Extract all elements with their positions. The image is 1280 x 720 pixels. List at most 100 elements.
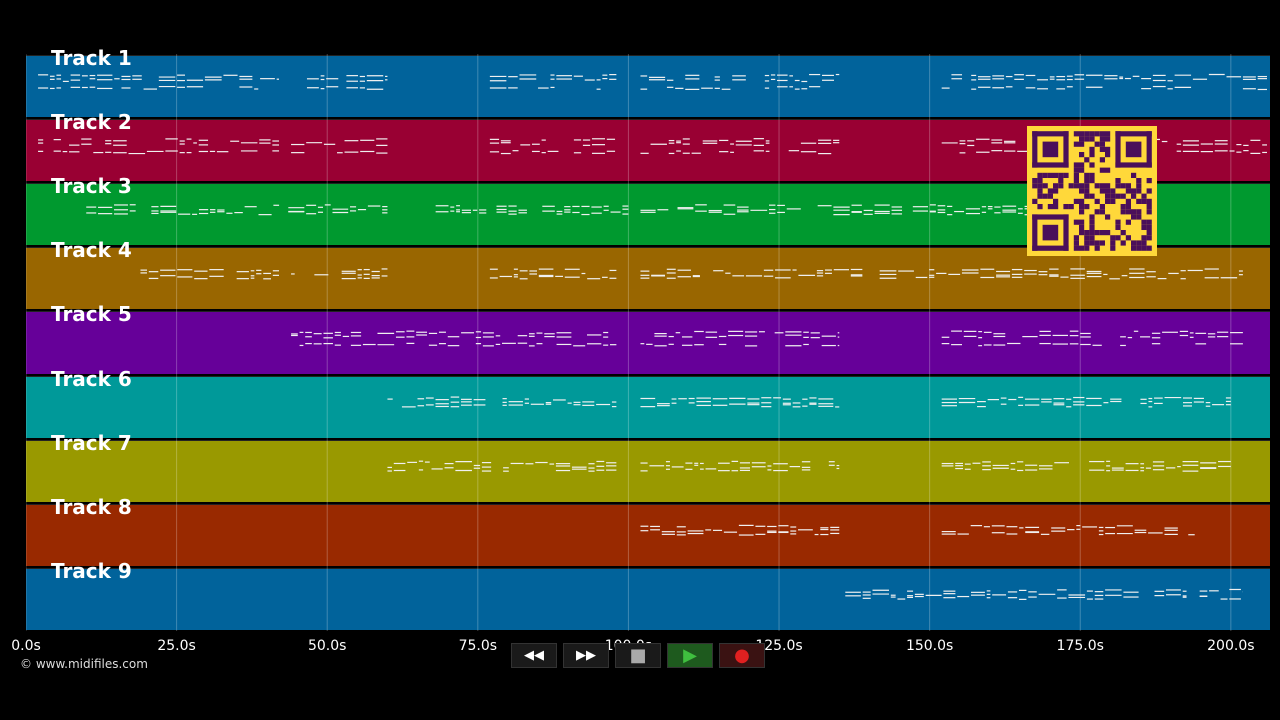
qr-module (1053, 183, 1059, 189)
stop-button[interactable]: ■ (615, 643, 661, 668)
track-label: Track 4 (51, 238, 132, 263)
qr-module (1105, 146, 1111, 152)
track-lane: Track 8 (26, 495, 1270, 566)
qr-module (1058, 183, 1064, 189)
track-lane: Track 4 (26, 238, 1270, 310)
qr-module (1136, 198, 1142, 204)
qr-module (1115, 193, 1121, 199)
qr-module (1105, 136, 1111, 142)
qr-module (1073, 198, 1079, 204)
qr-module (1032, 178, 1038, 184)
qr-code-icon (1027, 126, 1157, 256)
qr-module (1079, 230, 1085, 236)
qr-module (1146, 219, 1152, 225)
qr-module (1105, 193, 1111, 199)
qr-module (1099, 240, 1105, 246)
time-tick-label: 25.0s (157, 638, 196, 654)
qr-module (1084, 230, 1090, 236)
fast-forward-icon: ▶▶ (576, 648, 596, 663)
qr-module (1063, 204, 1069, 210)
qr-module (1089, 235, 1095, 241)
time-tick-label: 0.0s (11, 638, 41, 654)
qr-module (1032, 198, 1038, 204)
copyright-text: © www.midifiles.com (20, 657, 148, 671)
track-label: Track 7 (51, 430, 132, 455)
qr-module (1136, 178, 1142, 184)
qr-module (1115, 183, 1121, 189)
qr-module (1032, 214, 1069, 220)
qr-module (1105, 214, 1111, 220)
qr-module (1141, 198, 1147, 204)
qr-module (1063, 214, 1069, 251)
qr-module (1099, 141, 1105, 147)
qr-module (1073, 141, 1079, 147)
qr-module (1042, 193, 1048, 199)
qr-module (1094, 198, 1100, 204)
qr-module (1120, 193, 1126, 199)
rewind-button[interactable]: ◀◀ (511, 643, 557, 668)
qr-module (1084, 131, 1090, 137)
qr-module (1125, 188, 1131, 194)
qr-module (1073, 167, 1079, 173)
qr-module (1131, 209, 1137, 215)
qr-module (1120, 230, 1126, 236)
qr-module (1084, 188, 1090, 194)
qr-module (1120, 183, 1126, 189)
qr-module (1131, 245, 1137, 251)
qr-module (1125, 209, 1131, 215)
qr-module (1068, 204, 1074, 210)
qr-module (1105, 152, 1111, 158)
qr-module (1063, 131, 1069, 168)
qr-module (1089, 193, 1095, 199)
qr-module (1125, 219, 1131, 225)
qr-module (1115, 131, 1152, 137)
qr-module (1141, 224, 1147, 230)
qr-module (1120, 240, 1126, 246)
qr-module (1042, 224, 1059, 241)
time-tick-label: 50.0s (307, 638, 347, 654)
play-button[interactable]: ▶ (667, 643, 713, 668)
track-label: Track 5 (51, 302, 132, 327)
qr-module (1089, 240, 1095, 246)
qr-module (1115, 224, 1121, 230)
qr-module (1131, 214, 1137, 220)
qr-module (1084, 240, 1090, 246)
qr-module (1032, 162, 1069, 168)
qr-code-graphic (1032, 131, 1152, 251)
play-icon: ▶ (683, 645, 697, 666)
qr-module (1084, 178, 1090, 184)
fast-forward-button[interactable]: ▶▶ (563, 643, 609, 668)
qr-module (1099, 188, 1105, 194)
qr-module (1084, 204, 1090, 210)
qr-module (1110, 188, 1116, 194)
qr-module (1099, 167, 1105, 173)
record-button[interactable]: ● (719, 643, 765, 668)
qr-module (1099, 209, 1105, 215)
qr-module (1110, 193, 1116, 199)
qr-module (1079, 219, 1085, 225)
qr-module (1146, 198, 1152, 204)
qr-module (1115, 178, 1121, 184)
qr-module (1131, 172, 1137, 178)
qr-module (1141, 193, 1147, 199)
qr-module (1115, 235, 1121, 241)
qr-module (1089, 219, 1095, 225)
qr-module (1073, 178, 1079, 184)
qr-module (1068, 183, 1074, 189)
qr-module (1105, 167, 1111, 173)
qr-module (1094, 230, 1100, 236)
qr-module (1099, 230, 1105, 236)
qr-module (1053, 172, 1059, 178)
qr-module (1099, 183, 1105, 189)
qr-module (1073, 240, 1079, 246)
track-label: Track 8 (51, 494, 132, 519)
qr-module (1079, 167, 1085, 173)
qr-module (1110, 245, 1116, 251)
qr-module (1120, 209, 1126, 215)
qr-module (1079, 245, 1085, 251)
track-lane: Track 5 (26, 302, 1270, 374)
qr-module (1099, 131, 1105, 137)
time-tick-label: 200.0s (1207, 638, 1255, 654)
qr-module (1079, 141, 1085, 147)
qr-module (1094, 240, 1100, 246)
